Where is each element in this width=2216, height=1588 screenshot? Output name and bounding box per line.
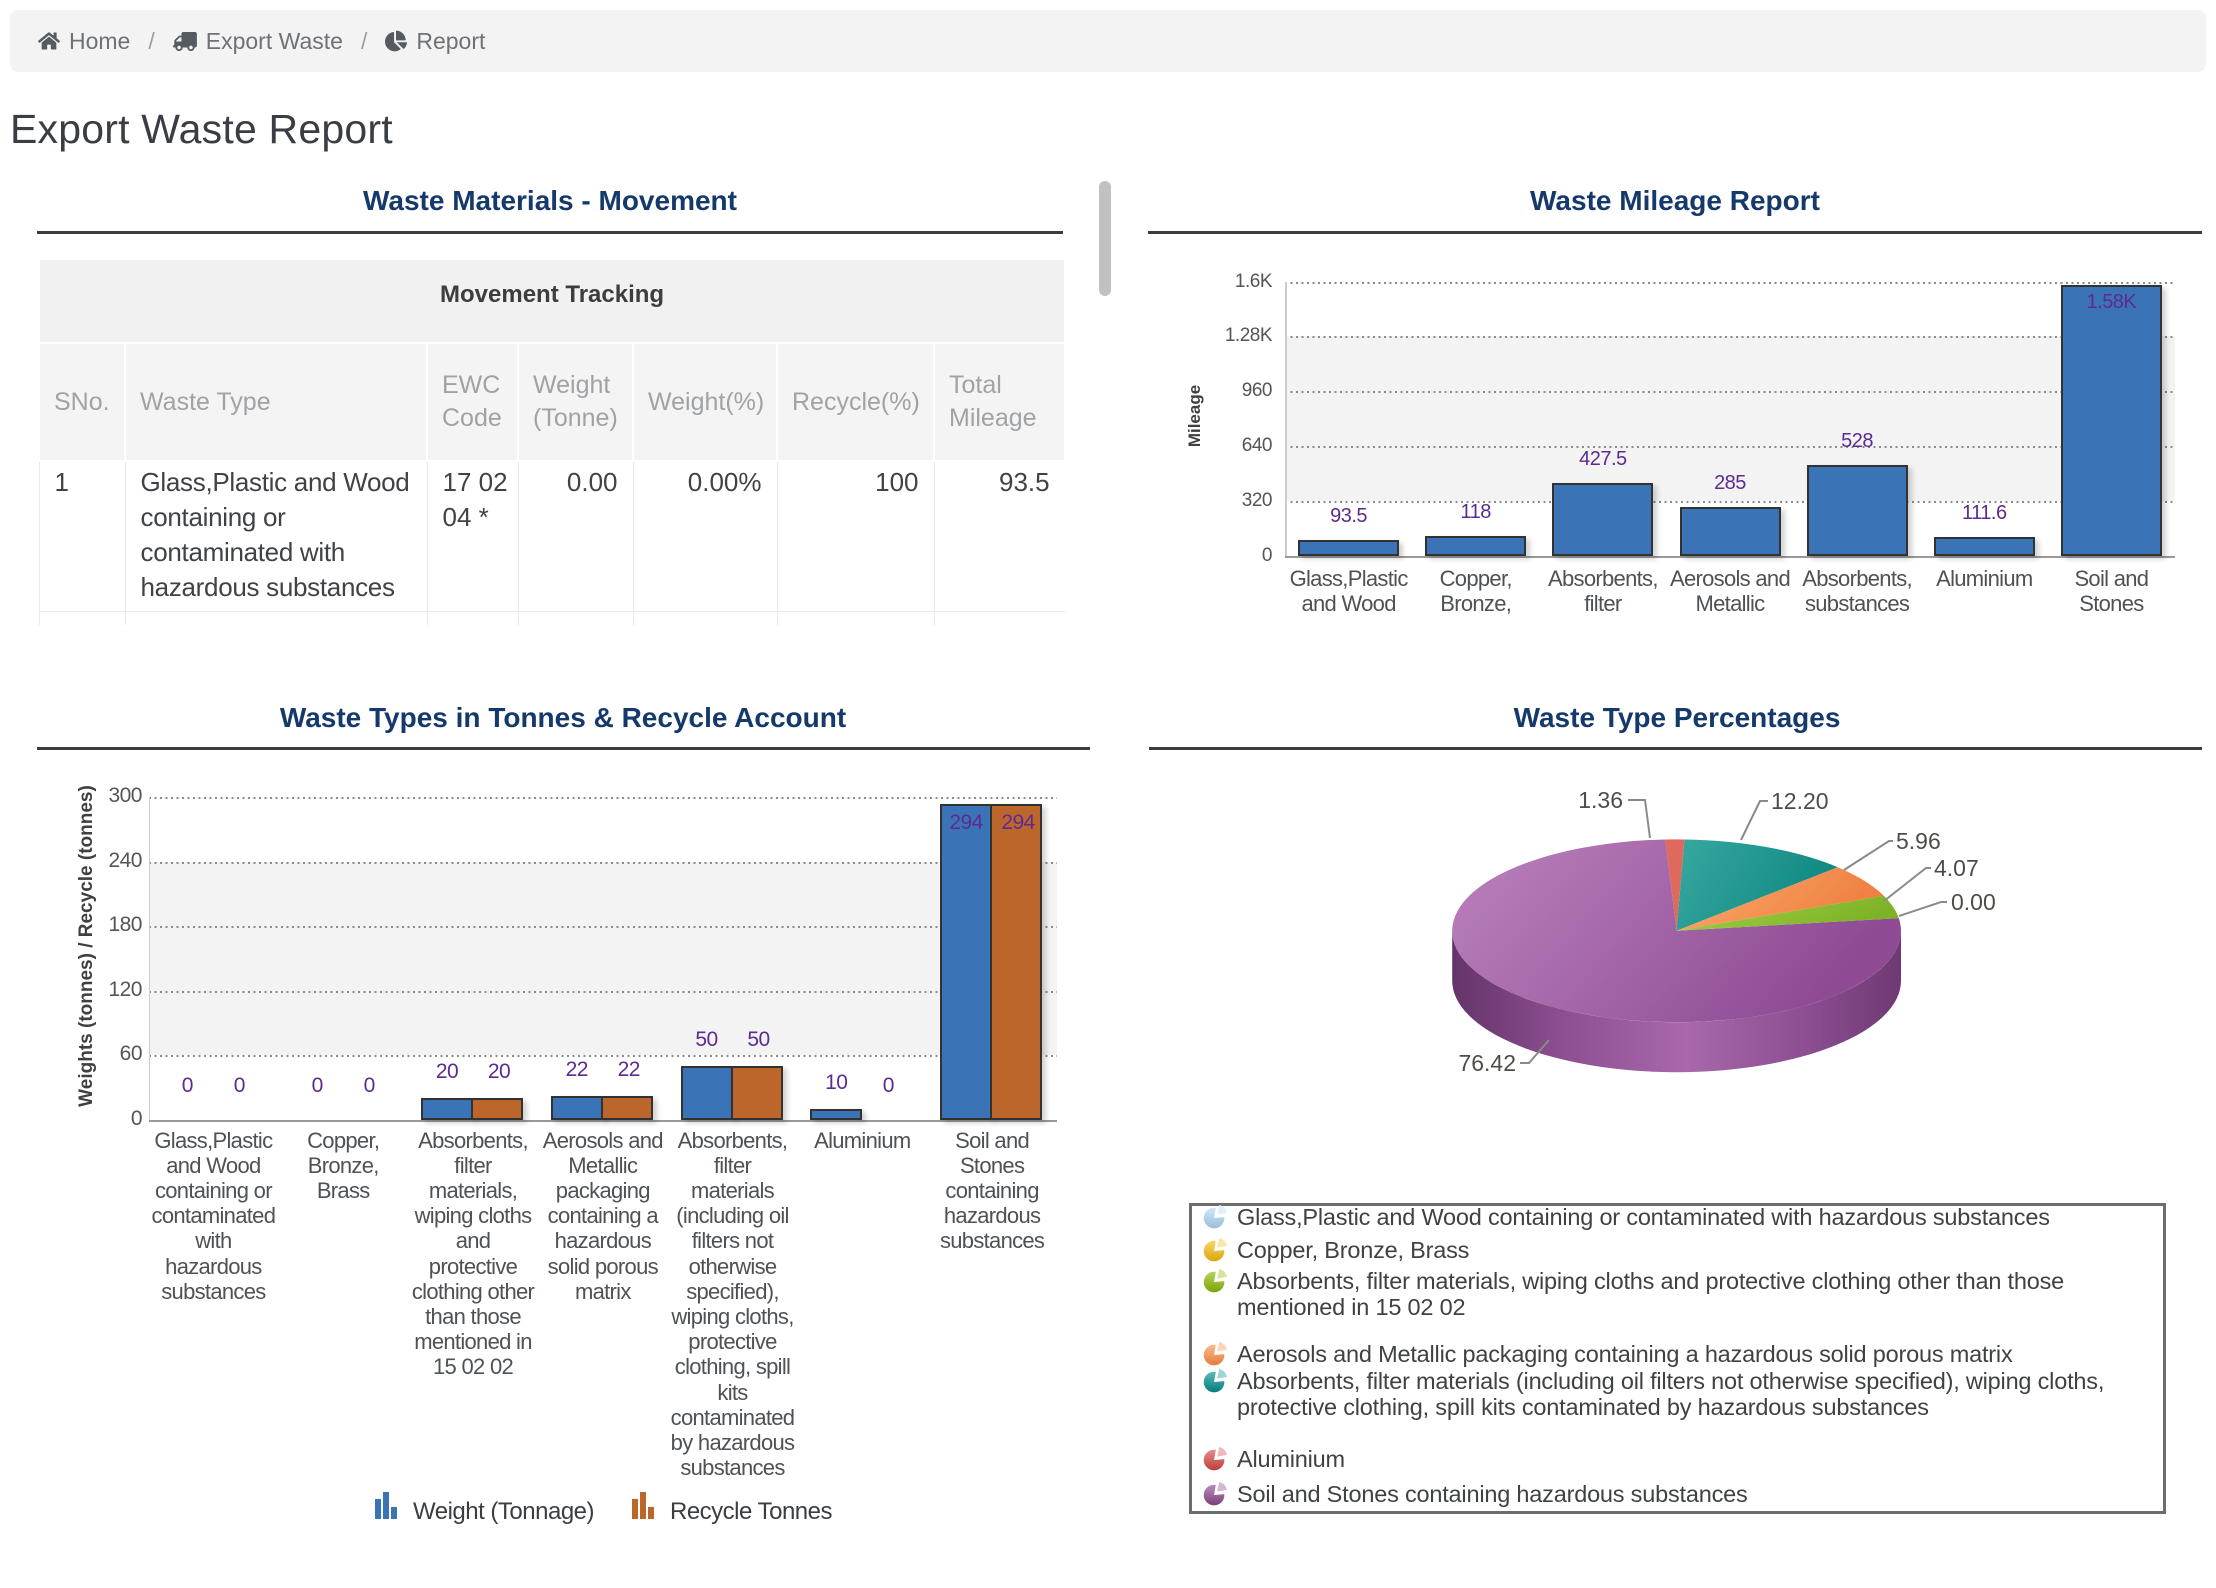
svg-text:12.20: 12.20 [1771,788,1829,814]
svg-text:0.00: 0.00 [1951,889,1996,915]
svg-text:5.96: 5.96 [1896,828,1941,854]
svg-text:4.07: 4.07 [1934,855,1979,881]
svg-text:1.36: 1.36 [1578,787,1623,813]
svg-text:76.42: 76.42 [1458,1050,1516,1076]
